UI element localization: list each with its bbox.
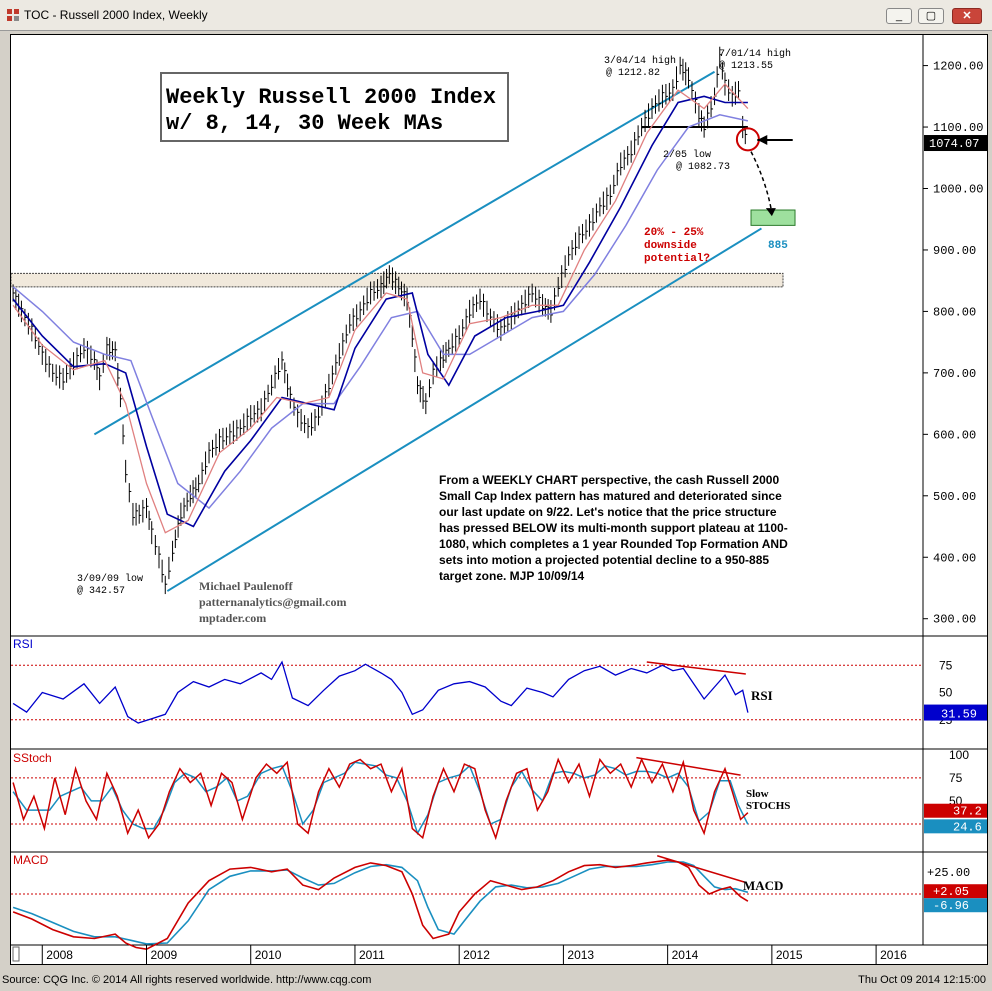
projection-arrow-head [765,208,776,217]
rsi-last-label: 31.59 [941,708,977,722]
commentary-line: Small Cap Index pattern has matured and … [439,489,782,503]
commentary-line: sets into motion a projected potential d… [439,553,769,567]
high1-label: 3/04/14 high [604,55,676,67]
chart-canvas: 1200.00 1100.00 1000.00 900.00 800.00 700.00 6… [10,35,987,964]
high2-value: @ 1213.55 [719,60,773,72]
stoch-tick-label: 75 [949,771,963,785]
macd-signal-label: -6.96 [933,899,969,913]
macd-divergence-line [657,855,747,884]
window-title: TOC - Russell 2000 Index, Weekly [24,8,208,22]
target-value: 885 [768,240,788,252]
chart-title: Weekly Russell 2000 Index [166,85,496,110]
ma-30-line [12,114,749,510]
macd-signal-line [12,861,749,945]
price-tick-label: 500.00 [933,490,976,504]
price-tick-label: 700.00 [933,367,976,381]
rsi-last-box [924,704,987,721]
ma-14-line [12,95,748,528]
x-tick-label: 2014 [672,948,699,962]
stoch-d-label: 24.6 [953,820,982,834]
author-email: patternanalytics@gmail.com [199,595,346,609]
chart-subtitle: w/ 8, 14, 30 Week MAs [166,111,443,136]
x-tick-label: 2009 [150,948,177,962]
stoch-d-box [924,819,987,834]
stoch-divergence-line [636,756,741,776]
maximize-button[interactable]: ▢ [918,8,944,24]
rsi-panel-label: RSI [13,637,33,651]
stoch-annotation-2: STOCHS [746,800,790,812]
title-box [160,72,509,142]
scroll-handle [12,946,20,962]
lower-channel-line [166,227,762,592]
projection-arrow [750,151,773,214]
last-price-label: 1074.07 [929,137,979,151]
resistance-band [10,272,784,288]
high2-label: 7/01/14 high [719,48,791,60]
price-tick-label: 400.00 [933,551,976,565]
low-label: 2/05 low [663,149,711,161]
price-tick-label: 1000.00 [933,183,983,197]
breakdown-circle [735,127,760,152]
x-tick-label: 2016 [880,948,907,962]
stoch-k-box [924,803,987,818]
chart-frame: 1200.00 1100.00 1000.00 900.00 800.00 700.00 6… [10,34,988,965]
app-icon [7,9,19,21]
macd-line [12,859,749,951]
price-tick-label: 600.00 [933,428,976,442]
footer-source: Source: CQG Inc. © 2014 All rights reser… [2,974,372,986]
last-price-box [924,135,987,152]
stoch-d-line [12,761,749,836]
macd-tick-label: +25.00 [927,866,970,880]
author-site: mptader.com [199,611,266,625]
commentary-line: our last update on 9/22. Let's notice th… [439,505,777,519]
rsi-tick-label: 75 [939,658,953,672]
x-tick-label: 2011 [359,948,385,962]
macd-last-label: +2.05 [933,885,969,899]
price-tick-label: 800.00 [933,305,976,319]
target-text-2: downside [644,240,697,252]
macd-panel-label: MACD [13,853,49,867]
author-name: Michael Paulenoff [199,579,294,593]
bottom-low-value: @ 342.57 [77,585,125,597]
commentary-line: 1080, which completes a 1 year Rounded T… [439,537,788,551]
ma-8-line [12,83,749,534]
stoch-tick-label: 100 [949,748,969,762]
x-tick-label: 2015 [776,948,803,962]
upper-channel-line [93,70,716,436]
rsi-line [12,660,749,724]
commentary-line: From a WEEKLY CHART perspective, the cas… [439,473,779,487]
high1-value: @ 1212.82 [606,67,660,79]
price-tick-label: 900.00 [933,244,976,258]
rsi-annotation: RSI [751,688,773,703]
macd-last-box [924,884,987,899]
macd-annotation: MACD [743,878,783,893]
rsi-divergence-line [646,661,746,675]
x-tick-label: 2013 [567,948,594,962]
target-text-3: potential? [644,253,710,265]
stoch-panel-label: SStoch [13,751,52,765]
window-titlebar: TOC - Russell 2000 Index, Weekly _ ▢ ✕ [0,0,992,31]
bottom-low-label: 3/09/09 low [77,573,143,585]
price-tick-label: 300.00 [933,613,976,627]
close-button[interactable]: ✕ [952,8,982,24]
stoch-annotation-1: Slow [746,788,769,800]
x-tick-label: 2008 [46,948,73,962]
minimize-button[interactable]: _ [886,8,912,24]
macd-signal-box [924,898,987,913]
commentary-line: target zone. MJP 10/09/14 [439,569,585,583]
footer-timestamp: Thu Oct 09 2014 12:15:00 [858,974,986,986]
x-tick-label: 2010 [255,948,282,962]
commentary-line: has pressed BELOW its multi-month suppor… [439,521,788,535]
target-text-1: 20% - 25% [644,227,704,239]
stoch-k-line [12,757,749,841]
x-tick-label: 2012 [463,948,490,962]
price-tick-label: 1200.00 [933,60,983,74]
breakdown-arrow-head [757,134,768,145]
rsi-tick-label: 50 [939,686,953,700]
price-tick-label: 1100.00 [933,121,983,135]
low-value: @ 1082.73 [676,161,730,173]
stoch-k-label: 37.2 [953,805,982,819]
